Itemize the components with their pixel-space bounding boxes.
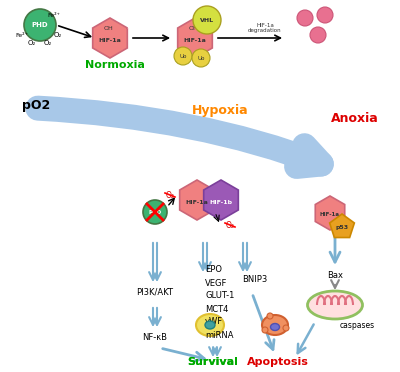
Text: O₂: O₂: [166, 190, 174, 199]
Text: OH: OH: [103, 26, 113, 31]
Text: PHD: PHD: [32, 22, 48, 28]
Polygon shape: [180, 180, 214, 220]
Circle shape: [193, 6, 221, 34]
Text: Survival: Survival: [188, 357, 238, 367]
Text: p53: p53: [336, 224, 348, 230]
Circle shape: [310, 27, 326, 43]
Text: O₂: O₂: [44, 40, 52, 46]
Text: PI3K/AKT: PI3K/AKT: [136, 288, 174, 296]
Ellipse shape: [308, 291, 362, 319]
Text: O₂: O₂: [28, 40, 36, 46]
Text: Normoxia: Normoxia: [85, 60, 145, 70]
Text: HIF-1b: HIF-1b: [210, 199, 232, 205]
Text: OH: OH: [188, 26, 198, 31]
Ellipse shape: [205, 321, 215, 329]
Circle shape: [24, 9, 56, 41]
Circle shape: [317, 7, 333, 23]
Text: Hypoxia: Hypoxia: [192, 103, 248, 116]
Text: HIF-1a: HIF-1a: [186, 199, 208, 205]
Polygon shape: [315, 196, 345, 230]
Text: HIF-1a: HIF-1a: [99, 38, 121, 42]
Text: caspases: caspases: [340, 321, 375, 330]
Text: Fe²⁺: Fe²⁺: [16, 32, 28, 38]
Text: Survival: Survival: [188, 357, 238, 367]
Text: NF-κB: NF-κB: [142, 333, 168, 341]
Ellipse shape: [196, 314, 224, 336]
Text: BNIP3: BNIP3: [242, 276, 268, 285]
Circle shape: [267, 313, 273, 319]
Circle shape: [262, 327, 268, 333]
Text: HIF-1a
degradation: HIF-1a degradation: [248, 23, 282, 33]
Circle shape: [283, 325, 289, 331]
Text: GLUT-1: GLUT-1: [205, 292, 234, 301]
Polygon shape: [330, 214, 354, 237]
Text: Anoxia: Anoxia: [331, 112, 379, 125]
Ellipse shape: [270, 324, 280, 330]
Text: Bax: Bax: [327, 270, 343, 279]
Circle shape: [174, 47, 192, 65]
Circle shape: [297, 10, 313, 26]
Polygon shape: [93, 18, 127, 58]
Polygon shape: [204, 180, 238, 220]
Text: Apoptosis: Apoptosis: [247, 357, 309, 367]
Text: O₂: O₂: [226, 221, 234, 230]
Text: Fe²⁺: Fe²⁺: [48, 13, 60, 17]
Text: Ub: Ub: [179, 54, 187, 58]
Text: VEGF: VEGF: [205, 279, 227, 288]
Circle shape: [192, 49, 210, 67]
Ellipse shape: [262, 315, 288, 335]
Text: HIF-1a: HIF-1a: [320, 212, 340, 217]
Text: PHD: PHD: [148, 209, 162, 215]
Text: EPO: EPO: [205, 266, 222, 275]
Text: HIF-1a: HIF-1a: [184, 38, 206, 42]
Text: Ub: Ub: [197, 55, 205, 61]
Text: pO2: pO2: [22, 99, 50, 112]
Text: MCT4: MCT4: [205, 305, 228, 314]
Text: O₂: O₂: [54, 32, 62, 38]
Text: miRNA: miRNA: [205, 330, 234, 340]
Polygon shape: [178, 18, 212, 58]
Text: vWF: vWF: [205, 317, 223, 327]
Text: VHL: VHL: [200, 17, 214, 22]
Circle shape: [143, 200, 167, 224]
